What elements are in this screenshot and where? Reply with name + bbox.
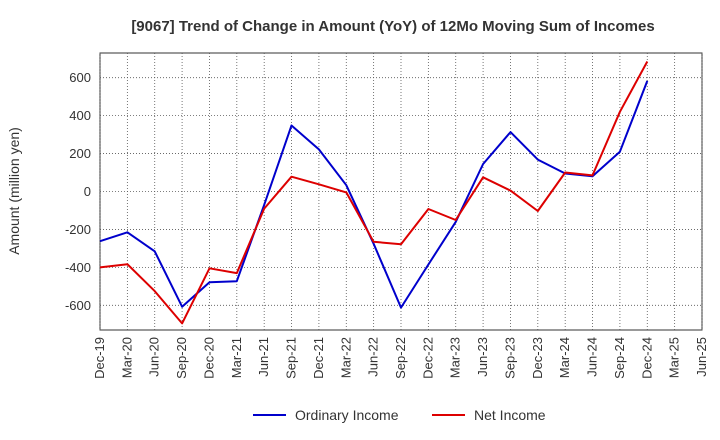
x-tick-label: Dec-20 [201,337,216,379]
y-tick-label: 0 [84,184,91,199]
x-tick-label: Sep-23 [502,337,517,379]
x-tick-label: Dec-21 [311,337,326,379]
x-tick-label: Sep-22 [393,337,408,379]
x-tick-label: Jun-20 [147,337,162,377]
x-tick-label: Dec-23 [530,337,545,379]
y-axis-label: Amount (million yen) [6,127,22,255]
x-tick-label: Dec-19 [92,337,107,379]
y-tick-label: 400 [69,108,91,123]
x-tick-label: Jun-23 [475,337,490,377]
x-tick-label: Mar-21 [229,337,244,378]
x-tick-label: Dec-24 [639,337,654,379]
series-lines [99,61,649,325]
x-tick-label: Jun-24 [585,337,600,377]
x-tick-label: Jun-22 [366,337,381,377]
y-tick-label: 200 [69,146,91,161]
x-tick-label: Mar-20 [119,337,134,378]
x-tick-label: Mar-22 [338,337,353,378]
y-tick-label: -200 [65,222,91,237]
chart-title: [9067] Trend of Change in Amount (YoY) o… [131,18,654,35]
x-tick-label: Sep-24 [612,337,627,379]
x-tick-label: Jun-21 [256,337,271,377]
y-tick-label: 600 [69,70,91,85]
x-tick-label: Jun-25 [694,337,709,377]
y-axis-ticks: 600 400 200 0 -200 -400 -600 [65,70,91,313]
x-tick-label: Sep-20 [174,337,189,379]
legend-label-ordinary-income: Ordinary Income [295,407,399,423]
y-tick-label: -400 [65,260,91,275]
x-axis-ticks: Dec-19 Mar-20 Jun-20 Sep-20 Dec-20 Mar-21 Jun-… [92,337,709,379]
y-tick-label: -600 [65,298,91,313]
series-line-ordinary-income [99,80,649,309]
legend-label-net-income: Net Income [474,407,546,423]
x-tick-label: Mar-25 [667,337,682,378]
x-tick-label: Mar-23 [448,337,463,378]
legend: Ordinary Income Net Income [253,407,546,423]
x-tick-label: Sep-21 [284,337,299,379]
y-gridlines [100,77,702,306]
x-tick-label: Mar-24 [557,337,572,378]
x-tick-label: Dec-22 [420,337,435,379]
series-line-net-income [99,61,649,325]
